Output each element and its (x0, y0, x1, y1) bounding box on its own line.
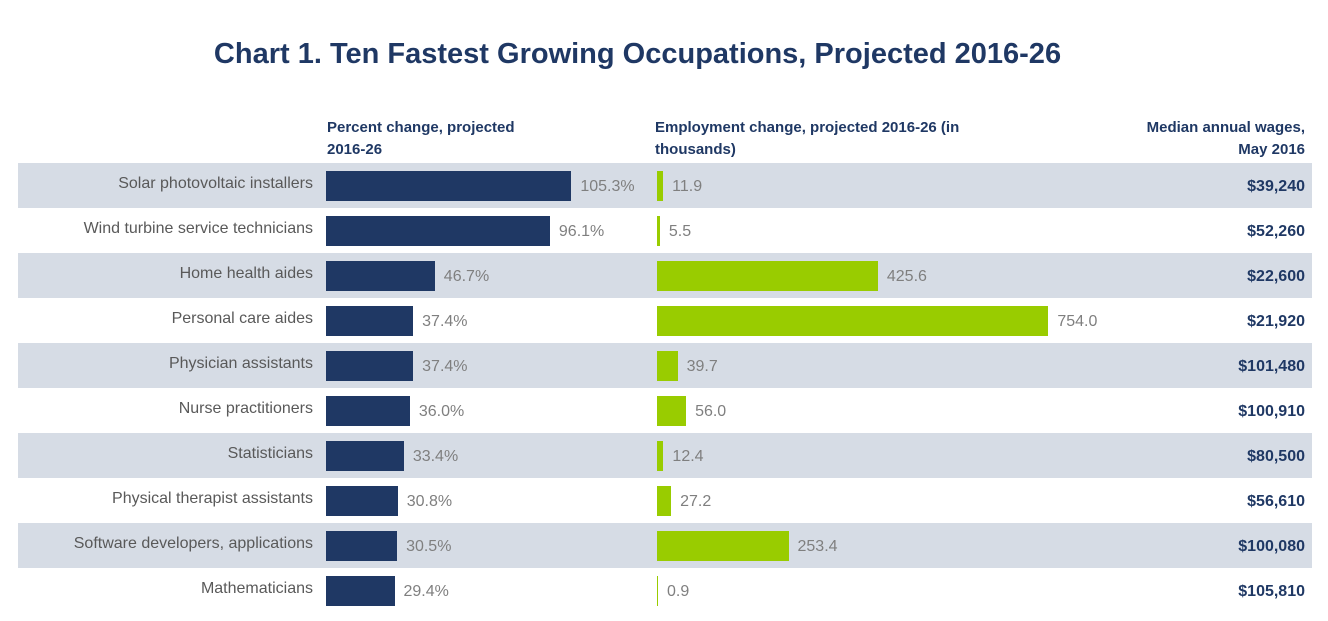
wage-label: $100,910 (1238, 403, 1305, 420)
value-label: 39.7 (686, 358, 718, 375)
bar (326, 260, 435, 291)
bar (657, 350, 678, 381)
wage-label: $80,500 (1247, 448, 1305, 465)
bar (326, 395, 410, 426)
bar (326, 575, 395, 606)
wage-label: $39,240 (1247, 178, 1305, 195)
wage-label: $21,920 (1247, 313, 1305, 330)
bar (326, 170, 572, 201)
wage-label: $22,600 (1247, 268, 1305, 285)
category-label: Solar photovoltaic installers (118, 175, 313, 192)
category-label: Nurse practitioners (178, 400, 313, 417)
value-label: 37.4% (422, 358, 468, 375)
wage-label: $105,810 (1238, 583, 1305, 600)
value-label: 30.8% (406, 493, 453, 510)
row-band (18, 433, 1312, 478)
value-label: 11.9 (672, 178, 703, 195)
bar (326, 485, 398, 516)
bar (657, 440, 664, 471)
chart-title: Chart 1. Ten Fastest Growing Occupations… (213, 38, 1062, 70)
row-band (18, 163, 1312, 208)
bar (657, 170, 664, 201)
series-header: Percent change, projected 2016-26 (327, 119, 515, 158)
category-label: Mathematicians (200, 580, 313, 597)
value-label: 56.0 (695, 403, 727, 420)
value-label: 27.2 (680, 493, 712, 510)
value-label: 36.0% (418, 403, 465, 420)
value-label: 37.4% (422, 313, 468, 330)
value-label: 5.5 (668, 223, 692, 240)
bar (657, 485, 672, 516)
wage-label: $56,610 (1247, 493, 1305, 510)
wage-label: $100,080 (1238, 538, 1305, 555)
category-label: Software developers, applications (73, 535, 313, 552)
bar (657, 215, 660, 246)
category-label: Statisticians (227, 445, 313, 462)
category-label: Physician assistants (168, 355, 313, 372)
bar (657, 260, 878, 291)
bar (326, 350, 414, 381)
value-label: 12.4 (672, 448, 704, 465)
bar (326, 305, 414, 336)
bar (326, 215, 550, 246)
value-label: 425.6 (886, 268, 927, 285)
category-label: Home health aides (179, 265, 313, 282)
wage-label: $52,260 (1247, 223, 1305, 240)
category-label: Wind turbine service technicians (83, 220, 313, 237)
series-header: Employment change, projected 2016-26 (in… (655, 119, 960, 158)
category-label: Physical therapist assistants (112, 490, 313, 507)
category-label: Personal care aides (171, 310, 313, 327)
value-label: 105.3% (580, 178, 635, 195)
value-label: 253.4 (797, 538, 838, 555)
bar (657, 305, 1049, 336)
value-label: 96.1% (558, 223, 605, 240)
wage-label: $101,480 (1238, 358, 1305, 375)
value-label: 30.5% (406, 538, 452, 555)
bar (326, 530, 398, 561)
wages-header: Median annual wages, May 2016 (1146, 119, 1305, 158)
bar (326, 440, 404, 471)
value-label: 29.4% (403, 583, 449, 600)
value-label: 0.9 (667, 583, 690, 600)
bar (657, 530, 789, 561)
value-label: 754.0 (1057, 313, 1098, 330)
value-label: 33.4% (412, 448, 459, 465)
value-label: 46.7% (443, 268, 490, 285)
bar (657, 395, 687, 426)
